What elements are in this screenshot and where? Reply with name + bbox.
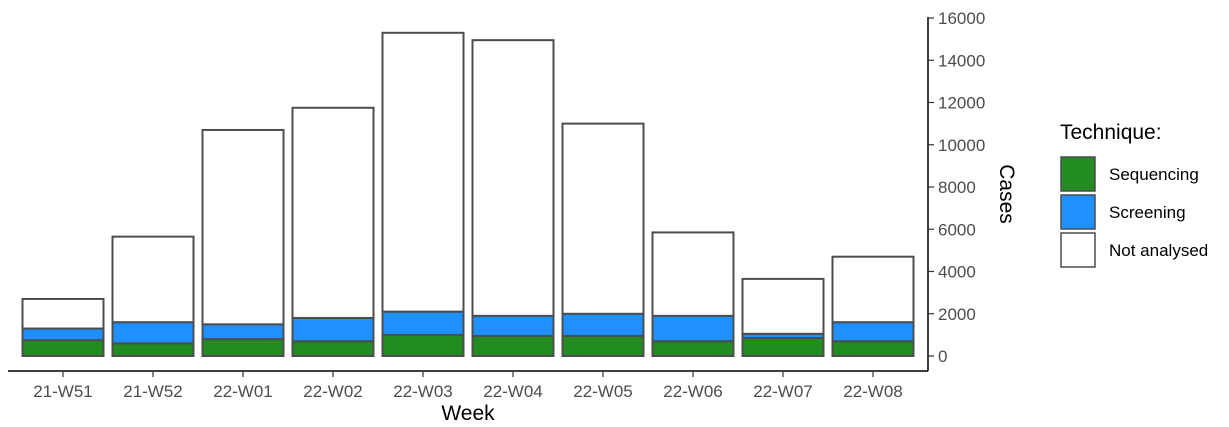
- bar-not-analysed-22-w02: [293, 108, 374, 318]
- bar-not-analysed-22-w01: [203, 130, 284, 324]
- bar-screening-22-w06: [653, 316, 734, 341]
- legend-key-not-analysed: [1061, 233, 1095, 267]
- y-axis-title: Cases: [995, 164, 1018, 224]
- y-ticks: 0 2000 4000 6000 8000 10000 12000 14000 16000: [928, 9, 985, 366]
- bar-screening-22-w04: [473, 316, 554, 336]
- bar-sequencing-22-w04: [473, 336, 554, 356]
- y-tick-label: 8000: [938, 178, 976, 197]
- x-tick-label: 22-W01: [213, 382, 273, 401]
- bars-layer: [23, 33, 914, 356]
- x-tick-label: 22-W08: [843, 382, 903, 401]
- legend-key-sequencing: [1061, 157, 1095, 191]
- y-tick-label: 10000: [938, 136, 985, 155]
- x-tick-label: 22-W03: [393, 382, 453, 401]
- legend-label-not-analysed: Not analysed: [1109, 241, 1208, 260]
- legend-key-screening: [1061, 195, 1095, 229]
- bar-screening-22-w01: [203, 324, 284, 339]
- x-tick-label: 21-W52: [123, 382, 183, 401]
- x-tick-label: 22-W05: [573, 382, 633, 401]
- bar-sequencing-22-w02: [293, 341, 374, 356]
- bar-sequencing-22-w01: [203, 339, 284, 356]
- x-tick-label: 21-W51: [33, 382, 93, 401]
- x-tick-label: 22-W02: [303, 382, 363, 401]
- x-tick-label: 22-W07: [753, 382, 813, 401]
- y-tick-label: 14000: [938, 51, 985, 70]
- y-tick-label: 4000: [938, 263, 976, 282]
- bar-sequencing-21-w52: [113, 343, 194, 356]
- bar-not-analysed-21-w52: [113, 237, 194, 323]
- x-tick-label: 22-W04: [483, 382, 543, 401]
- bar-screening-21-w52: [113, 322, 194, 343]
- legend-label-sequencing: Sequencing: [1109, 165, 1199, 184]
- bar-sequencing-22-w03: [383, 335, 464, 356]
- x-ticks: 21-W51 21-W52 22-W01 22-W02 22-W03 22-W04 22-W…: [33, 371, 903, 401]
- bar-not-analysed-22-w06: [653, 232, 734, 315]
- y-tick-label: 6000: [938, 220, 976, 239]
- bar-screening-21-w51: [23, 329, 104, 341]
- y-tick-label: 12000: [938, 94, 985, 113]
- x-tick-label: 22-W06: [663, 382, 723, 401]
- y-tick-label: 16000: [938, 9, 985, 28]
- x-axis-title: Week: [441, 402, 495, 425]
- bar-not-analysed-22-w05: [563, 124, 644, 314]
- bar-sequencing-22-w07: [743, 338, 824, 356]
- bar-sequencing-21-w51: [23, 340, 104, 356]
- y-tick-label: 0: [938, 347, 947, 366]
- bar-screening-22-w05: [563, 314, 644, 336]
- bar-screening-22-w08: [833, 322, 914, 341]
- bar-not-analysed-22-w03: [383, 33, 464, 312]
- bar-screening-22-w03: [383, 312, 464, 335]
- bar-not-analysed-22-w08: [833, 257, 914, 322]
- bar-not-analysed-22-w04: [473, 40, 554, 316]
- bar-not-analysed-22-w07: [743, 279, 824, 334]
- bar-sequencing-22-w06: [653, 341, 734, 356]
- bar-screening-22-w02: [293, 318, 374, 341]
- legend-label-screening: Screening: [1109, 203, 1186, 222]
- y-tick-label: 2000: [938, 305, 976, 324]
- legend-title: Technique:: [1060, 121, 1162, 144]
- legend: Technique: Sequencing Screening Not analys…: [1060, 121, 1208, 267]
- bar-not-analysed-21-w51: [23, 299, 104, 329]
- bar-sequencing-22-w08: [833, 341, 914, 356]
- bar-sequencing-22-w05: [563, 336, 644, 356]
